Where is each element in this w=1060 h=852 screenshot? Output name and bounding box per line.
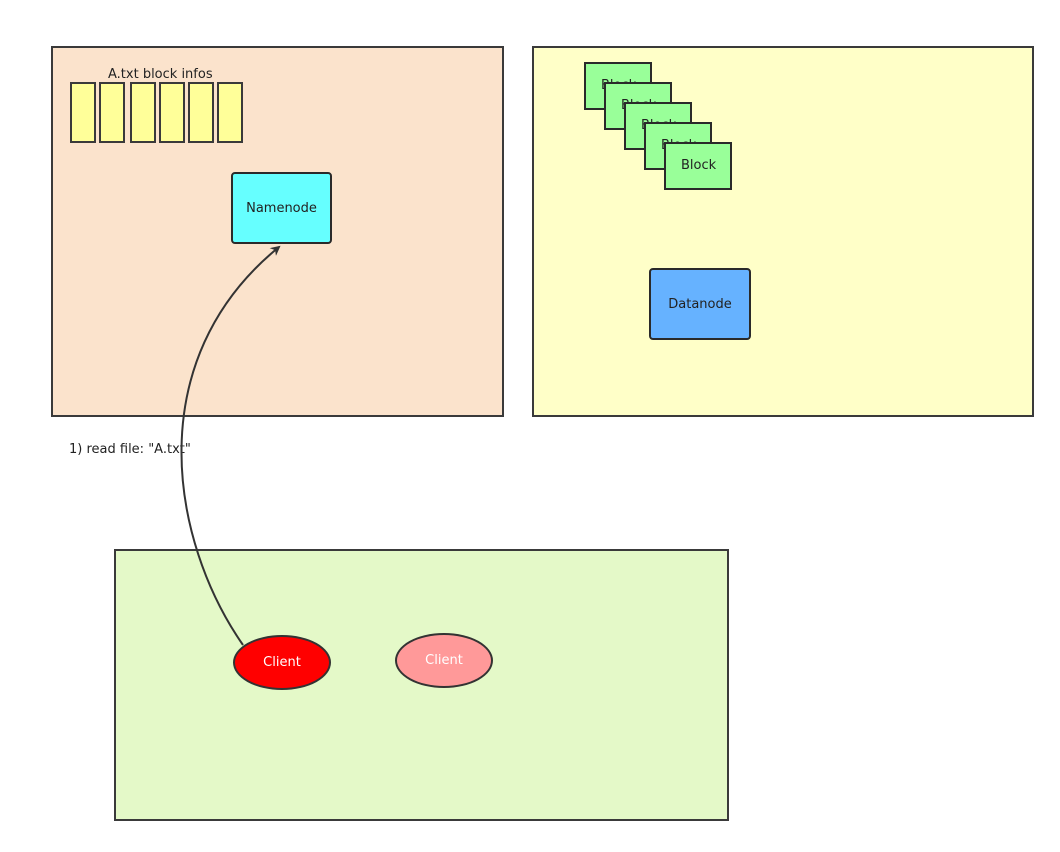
namenode-box: Namenode: [231, 172, 332, 244]
block-info-cell: [159, 82, 185, 143]
block-label: Block: [681, 158, 717, 173]
block-box: Block: [664, 142, 732, 190]
namenode-label: Namenode: [246, 200, 317, 216]
block-infos-title: A.txt block infos: [108, 67, 213, 82]
datanode-label: Datanode: [668, 296, 732, 312]
client-active-node: Client: [233, 635, 331, 690]
read-file-label: 1) read file: "A.txt": [69, 442, 191, 457]
block-info-cell: [130, 82, 156, 143]
client-label: Client: [425, 653, 463, 668]
block-info-cell: [99, 82, 125, 143]
block-info-cell: [217, 82, 243, 143]
block-info-cell: [70, 82, 96, 143]
client-idle-node: Client: [395, 633, 493, 688]
client-label: Client: [263, 655, 301, 670]
block-info-cell: [188, 82, 214, 143]
datanode-box: Datanode: [649, 268, 751, 340]
